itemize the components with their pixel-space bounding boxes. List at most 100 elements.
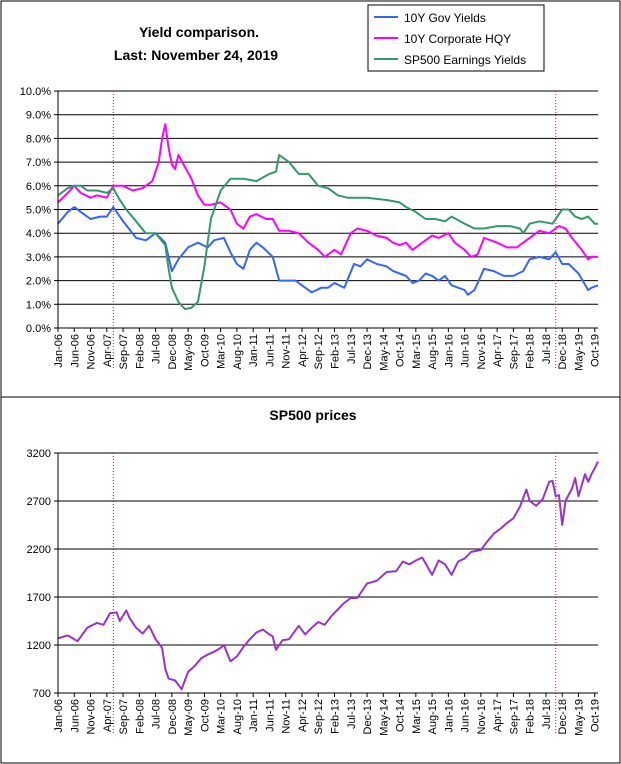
y-tick-label: 8.0% (26, 133, 51, 145)
x-tick-label: Jul-08 (151, 334, 163, 364)
x-tick-label: Sep-12 (313, 334, 325, 369)
series-line-earn (57, 154, 598, 310)
x-tick-label: Nov-16 (476, 699, 488, 734)
y-tick-label: 0.0% (26, 323, 51, 335)
x-tick-label: Dec-08 (167, 334, 179, 369)
x-tick-label: Feb-18 (525, 334, 537, 369)
x-tick-label: Jan-06 (53, 699, 65, 733)
yield-chart-title-line1: Yield comparison. (139, 24, 259, 40)
x-tick-label: Apr-12 (297, 699, 309, 732)
legend-label-corp: 10Y Corporate HQY (404, 32, 511, 46)
x-tick-label: Jul-18 (541, 334, 553, 364)
sp500-chart-title: SP500 prices (269, 407, 356, 423)
x-tick-label: Feb-13 (330, 699, 342, 734)
x-tick-label: Oct-14 (395, 699, 407, 732)
x-tick-label: Jul-13 (346, 699, 358, 729)
y-tick-label: 3200 (27, 448, 51, 460)
y-tick-label: 1700 (27, 592, 51, 604)
x-tick-label: Apr-17 (492, 699, 504, 732)
y-tick-label: 700 (33, 688, 51, 700)
x-tick-label: Sep-17 (508, 334, 520, 369)
x-tick-label: May-09 (183, 699, 195, 736)
x-tick-label: Sep-12 (313, 699, 325, 734)
y-tick-label: 4.0% (26, 228, 51, 240)
x-tick-label: Nov-11 (281, 334, 293, 369)
x-tick-label: Jul-08 (151, 699, 163, 729)
x-tick-label: Mar-10 (216, 334, 228, 369)
yield-chart-panel: Yield comparison. Last: November 24, 201… (20, 24, 602, 371)
x-tick-label: Mar-15 (411, 334, 423, 369)
y-tick-label: 9.0% (26, 110, 51, 122)
x-tick-label: Oct-19 (590, 699, 602, 732)
x-tick-label: Jul-18 (541, 699, 553, 729)
x-tick-label: Oct-14 (395, 334, 407, 367)
x-tick-label: Jun-16 (460, 334, 472, 368)
x-tick-label: Jan-16 (443, 334, 455, 368)
sp500-chart-panel: SP500 prices 700 1200 1700 2200 2700 3200 Jan… (27, 407, 602, 736)
y-tick-label: 3.0% (26, 252, 51, 264)
x-tick-label: Nov-06 (86, 699, 98, 734)
y-tick-label: 6.0% (26, 181, 51, 193)
x-tick-label: Mar-10 (216, 699, 228, 734)
x-tick-label: Jan-11 (248, 699, 260, 732)
x-tick-label: Apr-07 (102, 334, 114, 367)
x-tick-label: Jan-06 (53, 334, 65, 368)
y-tick-label: 2.0% (26, 276, 51, 288)
x-tick-label: Aug-10 (232, 699, 244, 734)
x-tick-label: May-19 (573, 699, 585, 736)
x-tick-label: May-14 (378, 699, 390, 736)
x-tick-label: Dec-08 (167, 699, 179, 734)
x-tick-label: Feb-08 (134, 699, 146, 734)
y-tick-label: 7.0% (26, 157, 51, 169)
series-line-corp (57, 123, 598, 261)
x-tick-label: Apr-07 (102, 699, 114, 732)
x-tick-label: Mar-15 (411, 699, 423, 734)
x-tick-label: Sep-17 (508, 699, 520, 734)
x-tick-label: Jun-06 (69, 699, 81, 733)
x-tick-label: Sep-07 (118, 699, 130, 734)
x-tick-label: Feb-08 (134, 334, 146, 369)
x-tick-label: Aug-15 (427, 334, 439, 369)
x-tick-label: Oct-09 (199, 334, 211, 367)
x-tick-label: Jun-11 (264, 334, 276, 367)
x-tick-label: Dec-13 (362, 699, 374, 734)
yield-chart-title-line2: Last: November 24, 2019 (114, 47, 278, 63)
x-tick-label: May-19 (573, 334, 585, 371)
x-tick-label: Feb-13 (330, 334, 342, 369)
x-tick-label: Feb-18 (525, 699, 537, 734)
x-tick-label: Apr-17 (492, 334, 504, 367)
y-tick-label: 1.0% (26, 299, 51, 311)
y-tick-label: 5.0% (26, 205, 51, 217)
x-tick-label: Nov-16 (476, 334, 488, 369)
x-tick-label: Dec-18 (557, 699, 569, 734)
x-tick-label: Apr-12 (297, 334, 309, 367)
x-tick-label: Jun-06 (69, 334, 81, 368)
x-tick-label: May-14 (378, 334, 390, 371)
x-tick-label: Jan-11 (248, 334, 260, 367)
x-tick-label: May-09 (183, 334, 195, 371)
x-tick-label: Dec-13 (362, 334, 374, 369)
x-tick-label: Oct-19 (590, 334, 602, 367)
y-tick-label: 10.0% (20, 86, 51, 98)
x-tick-label: Nov-11 (281, 699, 293, 734)
x-tick-label: Oct-09 (199, 699, 211, 732)
y-tick-label: 1200 (27, 640, 51, 652)
x-tick-label: Aug-10 (232, 334, 244, 369)
x-tick-label: Nov-06 (86, 334, 98, 369)
legend-label-gov: 10Y Gov Yields (404, 11, 486, 25)
x-tick-label: Jan-16 (443, 699, 455, 733)
x-tick-label: Dec-18 (557, 334, 569, 369)
x-tick-label: Jul-13 (346, 334, 358, 364)
x-tick-label: Sep-07 (118, 334, 130, 369)
x-tick-label: Aug-15 (427, 699, 439, 734)
y-tick-label: 2200 (27, 544, 51, 556)
x-tick-label: Jun-16 (460, 699, 472, 733)
series-line-sp (57, 461, 599, 691)
legend-label-earn: SP500 Earnings Yields (404, 53, 526, 67)
y-tick-label: 2700 (27, 496, 51, 508)
x-tick-label: Jun-11 (264, 699, 276, 732)
legend: 10Y Gov Yields 10Y Corporate HQY SP500 E… (367, 4, 545, 72)
